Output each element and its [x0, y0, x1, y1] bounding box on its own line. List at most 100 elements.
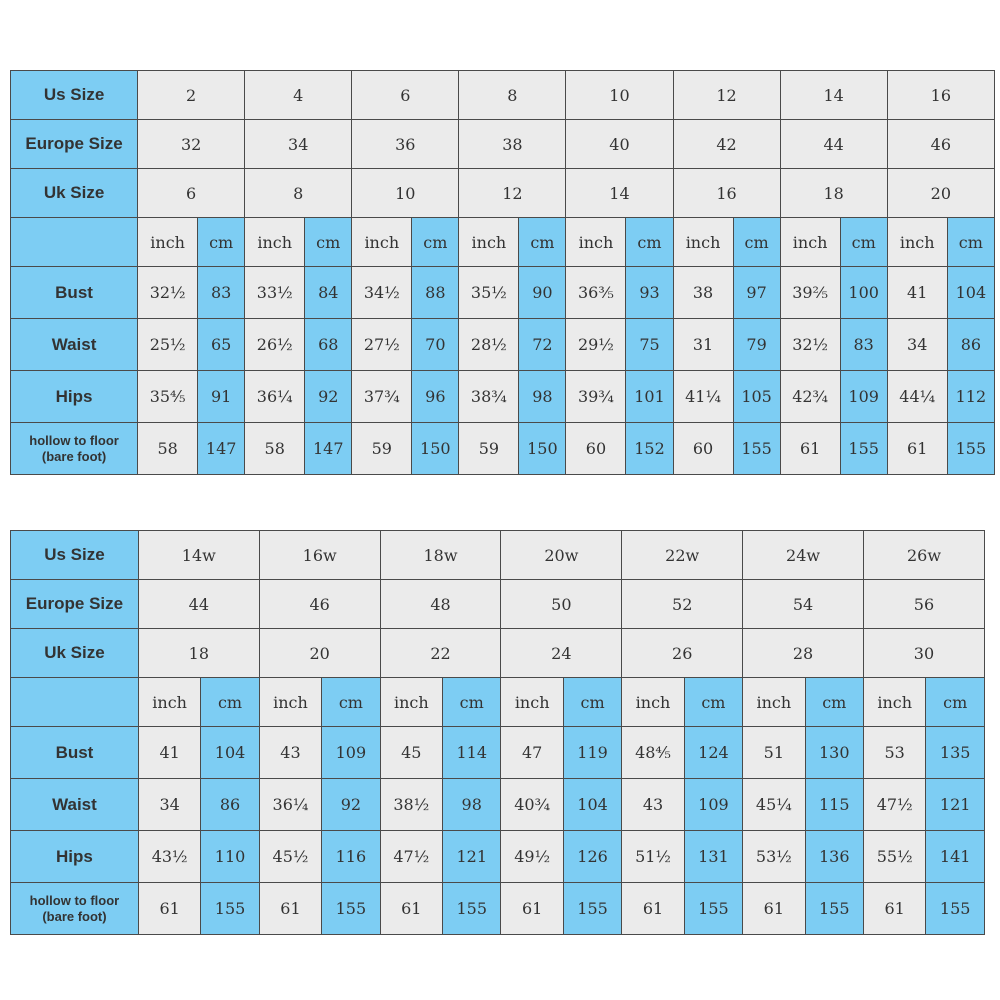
bust-cm-cell: 104 [200, 726, 260, 779]
waist-inch-cell: 45¼ [742, 778, 806, 831]
europe-size-row: Europe Size 44 46 48 50 52 54 56 [10, 579, 986, 629]
waist-inch-cell: 34 [137, 778, 202, 831]
hollow-inch-cell: 59 [458, 422, 520, 475]
uk-size-row: Uk Size 18 20 22 24 26 28 30 [10, 628, 986, 678]
hollow-to-floor-row: hollow to floor (bare foot) 58 147 58 147 59 15… [9, 422, 996, 475]
uk-size-cell: 12 [458, 168, 567, 218]
hollow-inch-cell: 58 [137, 422, 199, 475]
hollow-cm-cell: 155 [804, 882, 864, 935]
hips-inch-cell: 55½ [862, 830, 927, 883]
waist-inch-cell: 28½ [458, 318, 520, 371]
unit-cm: cm [683, 677, 744, 727]
bust-cm-cell: 93 [625, 266, 674, 319]
hips-inch-cell: 41¼ [672, 370, 734, 423]
hollow-inch-cell: 61 [742, 882, 806, 935]
hollow-cm-cell: 155 [683, 882, 744, 935]
hips-cm-cell: 98 [518, 370, 567, 423]
bust-inch-cell: 53 [862, 726, 927, 779]
waist-cm-cell: 104 [562, 778, 623, 831]
hollow-cm-cell: 155 [200, 882, 260, 935]
unit-cm: cm [946, 217, 996, 267]
hips-label: Hips [9, 370, 139, 423]
hips-inch-cell: 35⅘ [137, 370, 199, 423]
hips-inch-cell: 39¾ [565, 370, 627, 423]
bust-cm-cell: 119 [562, 726, 623, 779]
waist-cm-cell: 83 [839, 318, 888, 371]
unit-label-blank [10, 677, 139, 727]
us-size-cell: 10 [565, 70, 674, 120]
hollow-label-line2: (bare foot) [42, 908, 107, 924]
waist-cm-cell: 115 [804, 778, 864, 831]
bust-label: Bust [10, 726, 139, 779]
bust-inch-cell: 48⅘ [621, 726, 685, 779]
hollow-label-line1: hollow to floor [29, 892, 120, 908]
hips-inch-cell: 45½ [258, 830, 323, 883]
unit-inch: inch [565, 217, 627, 267]
hollow-inch-cell: 58 [244, 422, 306, 475]
bust-cm-cell: 114 [442, 726, 502, 779]
hips-cm-cell: 121 [442, 830, 502, 883]
bust-cm-cell: 104 [946, 266, 996, 319]
unit-inch: inch [779, 217, 841, 267]
europe-size-cell: 52 [621, 579, 744, 629]
hollow-cm-cell: 155 [925, 882, 985, 935]
hollow-inch-cell: 61 [258, 882, 323, 935]
hips-cm-cell: 131 [683, 830, 744, 883]
us-size-cell: 8 [458, 70, 567, 120]
bust-cm-cell: 88 [411, 266, 460, 319]
hips-inch-cell: 47½ [379, 830, 444, 883]
waist-inch-cell: 38½ [379, 778, 444, 831]
uk-size-cell: 10 [351, 168, 460, 218]
bust-inch-cell: 32½ [137, 266, 199, 319]
hollow-cm-cell: 155 [732, 422, 781, 475]
unit-row: inch cm inch cm inch cm inch cm inch cm inch cm inch… [9, 217, 996, 267]
bust-cm-cell: 84 [304, 266, 353, 319]
unit-label-blank [9, 217, 139, 267]
unit-cm: cm [625, 217, 674, 267]
hollow-inch-cell: 61 [621, 882, 685, 935]
europe-size-label: Europe Size [10, 579, 139, 629]
bust-inch-cell: 33½ [244, 266, 306, 319]
unit-cm: cm [304, 217, 353, 267]
bust-label: Bust [9, 266, 139, 319]
uk-size-cell: 26 [621, 628, 744, 678]
us-size-cell: 14w [137, 530, 260, 580]
unit-inch: inch [862, 677, 927, 727]
unit-cm: cm [925, 677, 985, 727]
hips-inch-cell: 36¼ [244, 370, 306, 423]
bust-cm-cell: 100 [839, 266, 888, 319]
hips-cm-cell: 91 [197, 370, 246, 423]
unit-inch: inch [137, 217, 199, 267]
hips-row: Hips 35⅘ 91 36¼ 92 37¾ 96 38¾ 98 39¾ 101 41¼ 105 42¾ 1… [9, 370, 996, 423]
waist-cm-cell: 68 [304, 318, 353, 371]
us-size-cell: 6 [351, 70, 460, 120]
hollow-inch-cell: 60 [672, 422, 734, 475]
us-size-label: Us Size [9, 70, 139, 120]
waist-cm-cell: 79 [732, 318, 781, 371]
waist-inch-cell: 34 [886, 318, 948, 371]
waist-inch-cell: 32½ [779, 318, 841, 371]
us-size-cell: 22w [621, 530, 744, 580]
unit-inch: inch [244, 217, 306, 267]
hollow-inch-cell: 61 [862, 882, 927, 935]
hips-cm-cell: 116 [321, 830, 381, 883]
hips-label: Hips [10, 830, 139, 883]
hollow-inch-cell: 60 [565, 422, 627, 475]
hips-cm-cell: 105 [732, 370, 781, 423]
us-size-cell: 16 [886, 70, 996, 120]
europe-size-row: Europe Size 32 34 36 38 40 42 44 46 [9, 119, 996, 169]
europe-size-cell: 50 [500, 579, 623, 629]
bust-inch-cell: 34½ [351, 266, 413, 319]
waist-inch-cell: 29½ [565, 318, 627, 371]
waist-inch-cell: 43 [621, 778, 685, 831]
hips-cm-cell: 101 [625, 370, 674, 423]
bust-inch-cell: 41 [137, 726, 202, 779]
uk-size-cell: 14 [565, 168, 674, 218]
waist-inch-cell: 47½ [862, 778, 927, 831]
unit-cm: cm [804, 677, 864, 727]
hips-inch-cell: 42¾ [779, 370, 841, 423]
waist-cm-cell: 86 [200, 778, 260, 831]
europe-size-cell: 48 [379, 579, 502, 629]
europe-size-cell: 46 [886, 119, 996, 169]
uk-size-cell: 24 [500, 628, 623, 678]
